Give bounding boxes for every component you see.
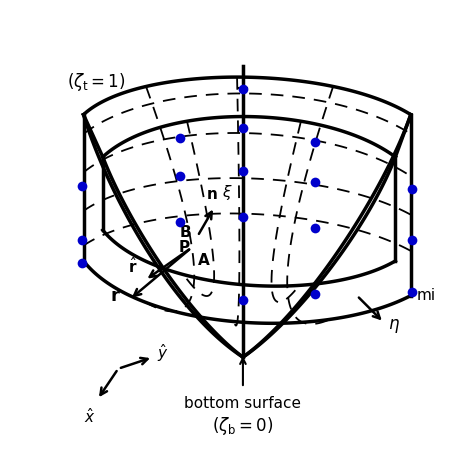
Text: mi: mi: [416, 288, 435, 303]
Text: P: P: [179, 240, 190, 255]
Text: $(\zeta_{\rm t}=1)$: $(\zeta_{\rm t}=1)$: [66, 71, 125, 93]
Text: $(\zeta_{\rm b}=0)$: $(\zeta_{\rm b}=0)$: [212, 415, 273, 437]
Text: $\xi$: $\xi$: [222, 182, 233, 201]
Text: $\hat{y}$: $\hat{y}$: [157, 342, 168, 365]
Text: B: B: [180, 225, 191, 240]
Text: bottom surface: bottom surface: [184, 396, 301, 410]
Text: $\hat{x}$: $\hat{x}$: [84, 407, 95, 426]
Text: A: A: [198, 254, 209, 268]
Text: $\eta$: $\eta$: [388, 318, 400, 336]
Text: $\mathbf{n}$: $\mathbf{n}$: [206, 187, 217, 201]
Text: $\mathbf{r}$: $\mathbf{r}$: [109, 287, 120, 305]
Text: $\hat{\mathbf{r}}$: $\hat{\mathbf{r}}$: [128, 256, 137, 276]
